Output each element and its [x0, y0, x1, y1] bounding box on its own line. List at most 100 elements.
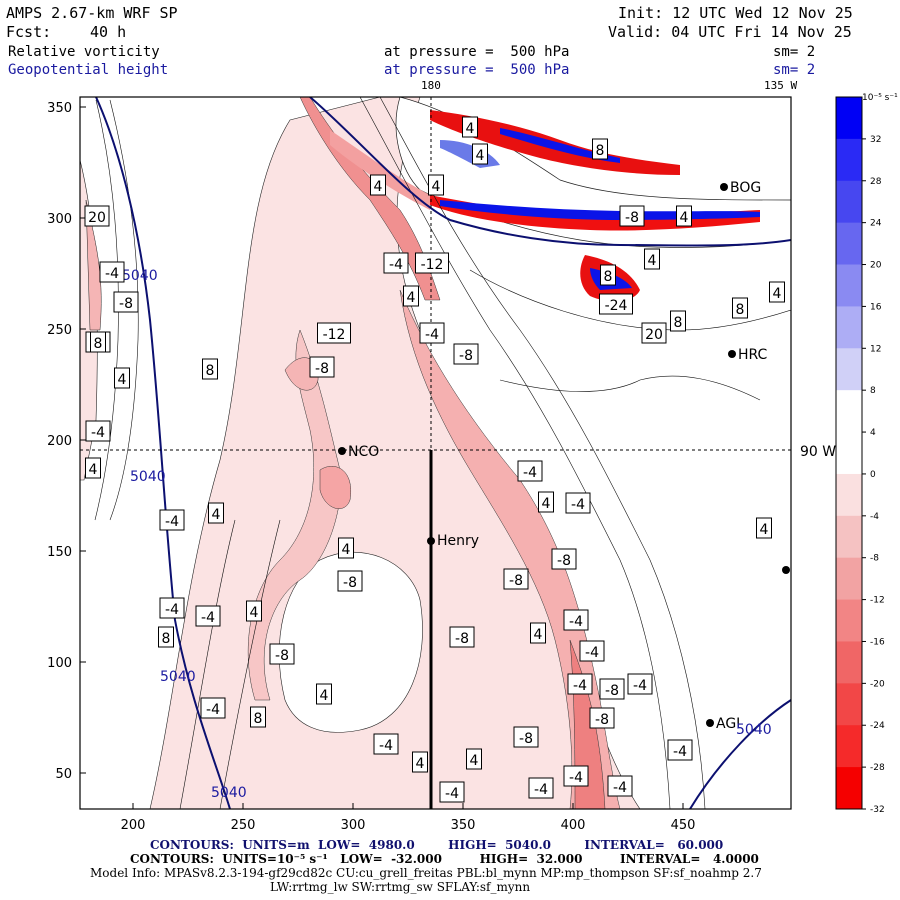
vorticity-contour-label: -4 — [419, 322, 445, 344]
neg-vorticity-spot-1 — [319, 466, 352, 509]
colorbar-level-label: 32 — [870, 135, 881, 145]
vorticity-contour-label: -4 — [667, 739, 693, 761]
svg-text:-4: -4 — [573, 678, 587, 694]
vorticity-contour-label: -8 — [453, 343, 479, 365]
svg-text:8: 8 — [604, 269, 613, 285]
vorticity-contour-label: 8 — [202, 358, 218, 380]
svg-text:-4: -4 — [105, 266, 119, 282]
height-label-5: 5040 — [736, 722, 772, 738]
svg-text:-4: -4 — [201, 610, 215, 626]
vorticity-contour-label: -4 — [85, 420, 111, 442]
colorbar-swatch — [836, 473, 862, 517]
station-henry-marker — [427, 537, 435, 545]
x-tick-label: 450 — [671, 818, 696, 833]
colorbar-swatch — [836, 138, 862, 182]
svg-text:4: 4 — [250, 605, 259, 621]
svg-text:4: 4 — [534, 627, 543, 643]
vorticity-contour-label: -4 — [567, 673, 593, 695]
colorbar-swatch — [836, 515, 862, 559]
neg-vorticity-hole — [278, 551, 423, 733]
vorticity-contour-label: -4 — [159, 597, 185, 619]
svg-text:8: 8 — [206, 363, 215, 379]
svg-text:-8: -8 — [557, 553, 571, 569]
vorticity-contour-label: -8 — [503, 568, 529, 590]
colorbar-level-label: -20 — [870, 679, 885, 689]
neg-vorticity-band-east — [399, 289, 621, 809]
vorticity-contour-label: -4 — [563, 609, 589, 631]
vorticity-pink-near-jet — [330, 130, 430, 210]
x-tick-label: 200 — [121, 818, 146, 833]
svg-text:-8: -8 — [275, 648, 289, 664]
x-tick-label: 350 — [451, 818, 476, 833]
svg-text:-8: -8 — [625, 210, 639, 226]
y-tick-label: 350 — [47, 101, 72, 116]
height-contour-west — [95, 97, 231, 809]
svg-text:8: 8 — [596, 143, 605, 159]
colorbar-swatch — [836, 97, 862, 140]
svg-text:-4: -4 — [633, 678, 647, 694]
svg-text:-24: -24 — [605, 298, 628, 314]
vorticity-contour-label: 8 — [158, 626, 174, 648]
footer-height-contours: CONTOURS: UNITS=m LOW= 4980.0 HIGH= 5040… — [150, 838, 724, 852]
svg-text:-4: -4 — [571, 497, 585, 513]
vorticity-contour-label: 4 — [428, 174, 444, 196]
colorbar-swatch — [836, 767, 862, 810]
station-agi-marker — [706, 719, 714, 727]
colorbar-level-label: -4 — [870, 512, 879, 522]
svg-text:8: 8 — [736, 302, 745, 318]
station-hrc-label: HRC — [738, 347, 768, 363]
init-time: Init: 12 UTC Wed 12 Nov 25 — [618, 4, 853, 22]
svg-text:-12: -12 — [421, 257, 444, 273]
edge-marker — [782, 566, 790, 574]
svg-text:-4: -4 — [91, 425, 105, 441]
forecast-label: Fcst: — [6, 23, 52, 41]
x-tick-label: 300 — [341, 818, 366, 833]
vorticity-contour-label: -4 — [373, 733, 399, 755]
svg-text:8: 8 — [162, 631, 171, 647]
svg-text:4: 4 — [374, 179, 383, 195]
vorticity-contour-label: 4 — [769, 281, 785, 303]
station-hrc-marker — [728, 350, 736, 358]
vorticity-contour-label: 4 — [756, 517, 772, 539]
vorticity-contour-label: -8 — [619, 205, 645, 227]
vorticity-contour-label: 4 — [403, 285, 419, 307]
colorbar-level-label: 8 — [870, 386, 876, 396]
colorbar-level-label: 24 — [870, 219, 882, 229]
vorticity-contour-label: 4 — [114, 367, 130, 389]
svg-text:-4: -4 — [569, 770, 583, 786]
svg-text:4: 4 — [416, 756, 425, 772]
colorbar: 32 28 24 20 16 12 8 4 0 -4 -8 -12 -16 -20 -24 -28 -32 — [836, 97, 885, 815]
field1-name: Relative vorticity — [8, 44, 160, 60]
svg-text:-4: -4 — [569, 614, 583, 630]
vorticity-contour-label: 4 — [676, 205, 692, 227]
vorticity-contour-label: -4 — [528, 777, 554, 799]
svg-text:-4: -4 — [445, 786, 459, 802]
station-henry-label: Henry — [437, 533, 479, 549]
colorbar-level-label: 28 — [870, 177, 882, 187]
vorticity-contour-label: -4 — [195, 605, 221, 627]
vorticity-contour-label: -8 — [513, 726, 539, 748]
y-tick-label: 300 — [47, 212, 72, 227]
vorticity-contour-label: 8 — [670, 310, 686, 332]
station-markers — [338, 183, 790, 727]
vorticity-contour-label: 4 — [538, 491, 554, 513]
vorticity-contour-label: 8 — [592, 138, 608, 160]
svg-text:-8: -8 — [119, 296, 133, 312]
vorticity-contour-label: -4 — [607, 775, 633, 797]
vorticity-contour-label: -4 — [439, 781, 465, 803]
colorbar-swatch — [836, 432, 862, 475]
vorticity-contour-label: 4 — [412, 751, 428, 773]
svg-text:-4: -4 — [523, 465, 537, 481]
vorticity-contour-label: 4 — [208, 502, 224, 524]
vorticity-contour-label: -4 — [565, 492, 591, 514]
vorticity-contour-label: 4 — [338, 537, 354, 559]
vorticity-contour-label: 8 — [90, 331, 106, 353]
footer-model-info-2: LW:rrtmg_lw SW:rrtmg_sw SFLAY:sf_mynn — [270, 880, 531, 894]
svg-text:-8: -8 — [595, 712, 609, 728]
svg-text:4: 4 — [476, 148, 485, 164]
station-agi-label: AGI — [716, 716, 740, 732]
station-nco-marker — [338, 447, 346, 455]
colorbar-level-label: -28 — [870, 763, 885, 773]
field2-smooth: sm= 2 — [773, 62, 816, 78]
